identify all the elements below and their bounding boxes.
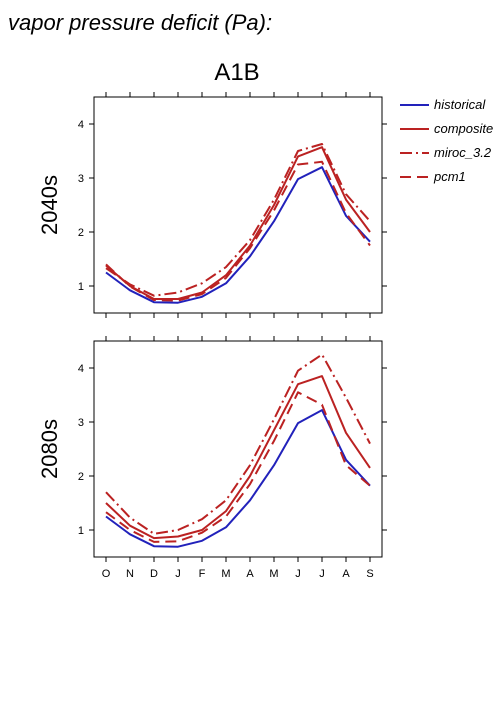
panel-frame bbox=[93, 340, 383, 558]
legend-entry: miroc_3.2 bbox=[434, 145, 492, 160]
y-tick-label: 1 bbox=[78, 525, 84, 537]
scenario-label: A1B bbox=[214, 59, 259, 86]
x-tick-label: M bbox=[269, 568, 278, 580]
series-line-pcm1 bbox=[105, 391, 371, 543]
x-tick-label: J bbox=[319, 568, 325, 580]
panel-2040s: 2040s 1 2 3 4 bbox=[37, 92, 387, 318]
legend-entry: pcm1 bbox=[433, 169, 466, 184]
x-tick-label: J bbox=[295, 568, 301, 580]
x-tick-label: N bbox=[126, 568, 134, 580]
x-axis bbox=[105, 92, 371, 318]
legend-entry: historical bbox=[434, 97, 486, 112]
series-line-historical bbox=[105, 409, 371, 548]
x-tick-label: O bbox=[102, 568, 111, 580]
x-tick-label: F bbox=[199, 568, 206, 580]
panel-2080s: 2080s 1 2 3 4 O N D J F M A M J J A S bbox=[37, 336, 387, 580]
x-tick-label: J bbox=[175, 568, 181, 580]
y-tick-label: 4 bbox=[78, 119, 84, 131]
y-tick-label: 3 bbox=[78, 417, 84, 429]
series-line-composite bbox=[105, 375, 371, 540]
series-group bbox=[105, 353, 371, 548]
y-axis: 1 2 3 4 bbox=[78, 119, 387, 293]
series-line-miroc-3-2 bbox=[105, 143, 371, 297]
y-tick-label: 4 bbox=[78, 363, 84, 375]
x-tick-label: D bbox=[150, 568, 158, 580]
y-axis: 1 2 3 4 bbox=[78, 363, 387, 537]
row-label-2040s: 2040s bbox=[37, 175, 62, 235]
series-group bbox=[105, 143, 371, 304]
series-line-miroc-3-2 bbox=[105, 353, 371, 535]
series-line-composite bbox=[105, 146, 371, 300]
figure-title: vapor pressure deficit (Pa): bbox=[8, 10, 272, 35]
y-tick-label: 2 bbox=[78, 471, 84, 483]
x-tick-label: M bbox=[221, 568, 230, 580]
legend-entry: composite bbox=[434, 121, 493, 136]
row-label-2080s: 2080s bbox=[37, 419, 62, 479]
x-tick-label: S bbox=[366, 568, 373, 580]
panel-frame bbox=[93, 96, 383, 314]
series-line-pcm1 bbox=[105, 160, 371, 302]
y-tick-label: 3 bbox=[78, 173, 84, 185]
x-tick-label: A bbox=[342, 568, 350, 580]
x-tick-label: A bbox=[246, 568, 254, 580]
x-axis bbox=[105, 336, 371, 562]
legend: historical composite miroc_3.2 pcm1 bbox=[400, 97, 493, 184]
y-tick-label: 1 bbox=[78, 281, 84, 293]
series-line-historical bbox=[105, 166, 371, 304]
y-tick-label: 2 bbox=[78, 227, 84, 239]
